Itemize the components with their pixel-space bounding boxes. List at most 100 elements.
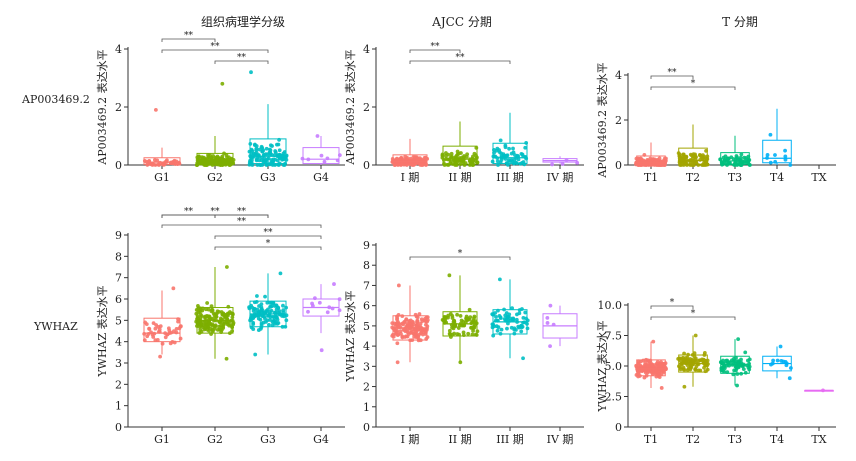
- point: [700, 163, 704, 167]
- point: [523, 145, 528, 150]
- point: [274, 303, 279, 308]
- point: [196, 303, 200, 308]
- point: [685, 355, 690, 360]
- points-III 期: [490, 277, 530, 361]
- points-T4: [769, 344, 793, 381]
- point: [693, 333, 698, 338]
- point: [545, 321, 550, 325]
- point: [682, 367, 687, 372]
- point: [226, 304, 231, 309]
- point: [281, 157, 286, 162]
- y-axis-label: AP003469.2 表达水平: [595, 62, 609, 178]
- x-tick-label: G1: [154, 433, 170, 446]
- point: [502, 153, 507, 158]
- points-G4: [306, 282, 342, 353]
- point: [402, 320, 407, 324]
- y-tick-label: 4: [115, 43, 122, 56]
- point: [517, 325, 521, 330]
- point: [690, 357, 695, 362]
- significance-brackets: *: [409, 249, 511, 260]
- y-axis-label: YWHAZ 表达水平: [343, 290, 357, 382]
- point: [508, 159, 512, 163]
- point: [678, 367, 683, 372]
- box-T3: [720, 152, 750, 165]
- point: [688, 365, 693, 370]
- significance-label: *: [691, 309, 696, 319]
- point: [498, 138, 503, 143]
- point: [495, 328, 500, 333]
- points-III 期: [490, 138, 529, 167]
- y-tick-label: 2: [615, 114, 622, 127]
- point: [157, 163, 161, 167]
- point: [167, 328, 172, 333]
- point: [722, 161, 727, 166]
- point: [743, 350, 748, 355]
- point: [450, 325, 454, 330]
- bracket: [409, 60, 511, 64]
- point: [775, 358, 780, 363]
- point: [694, 359, 698, 364]
- point: [263, 294, 267, 299]
- y-tick-label: 9: [363, 239, 370, 252]
- point: [449, 154, 454, 159]
- point: [271, 314, 275, 319]
- point: [277, 148, 282, 153]
- point: [395, 341, 400, 346]
- y-axis-label: AP003469.2 表达水平: [95, 49, 109, 165]
- point: [415, 322, 420, 327]
- column-title-grade: 组织病理学分级: [201, 14, 285, 29]
- y-axis-label: YWHAZ 表达水平: [595, 320, 609, 412]
- point: [270, 144, 274, 148]
- point: [275, 142, 279, 147]
- point: [264, 146, 269, 151]
- point: [395, 316, 400, 321]
- point: [332, 282, 336, 286]
- point: [198, 327, 203, 332]
- point: [449, 151, 454, 156]
- box-G4: [302, 147, 340, 165]
- y-tick-label: 4: [615, 69, 622, 82]
- point: [507, 146, 511, 151]
- point: [399, 331, 403, 336]
- x-tick-label: T2: [686, 433, 700, 446]
- point: [448, 312, 453, 316]
- point: [267, 322, 271, 327]
- point: [720, 368, 725, 373]
- x-tick-label: T3: [728, 171, 742, 184]
- points-G2: [194, 81, 236, 167]
- point: [415, 315, 420, 320]
- point: [472, 325, 477, 330]
- point: [276, 321, 281, 325]
- point: [255, 307, 260, 312]
- bracket: [650, 86, 736, 90]
- point: [684, 155, 689, 160]
- point: [223, 315, 228, 320]
- point: [230, 315, 235, 320]
- y-tick-label: 4: [363, 43, 370, 56]
- y-tick-label: 0: [615, 421, 622, 434]
- point: [744, 363, 749, 368]
- point: [731, 360, 736, 365]
- significance-label: *: [670, 298, 675, 308]
- point: [392, 328, 397, 333]
- y-tick-label: 2.5: [605, 391, 623, 404]
- point: [649, 362, 654, 367]
- point: [734, 355, 738, 360]
- point: [494, 314, 498, 319]
- point: [699, 154, 704, 159]
- point: [281, 303, 285, 308]
- x-tick-label: T2: [686, 171, 700, 184]
- point: [698, 368, 703, 373]
- box-T1: [636, 155, 666, 166]
- point: [261, 148, 266, 153]
- point: [268, 300, 272, 305]
- point: [205, 301, 210, 305]
- point: [422, 158, 426, 163]
- point: [206, 315, 211, 320]
- point: [503, 145, 508, 150]
- point: [511, 150, 516, 155]
